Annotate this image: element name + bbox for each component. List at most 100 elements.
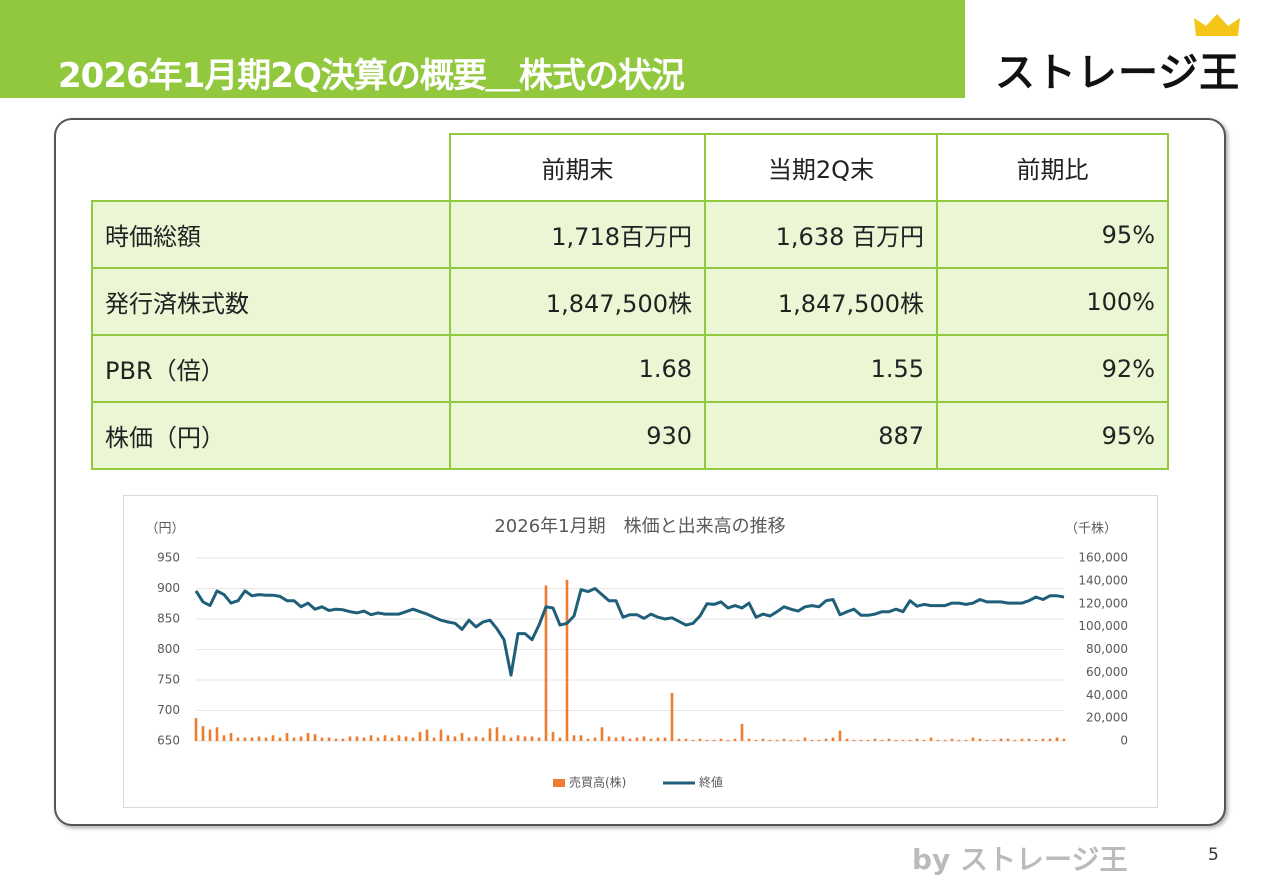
volume-bar — [348, 736, 352, 741]
volume-bar — [705, 739, 709, 741]
volume-bar — [796, 739, 800, 741]
volume-bar — [978, 738, 982, 741]
volume-bar — [446, 735, 450, 741]
volume-bar — [719, 738, 723, 741]
y2-tick-label: 80,000 — [1086, 642, 1128, 656]
volume-bar — [971, 737, 975, 741]
volume-bar — [376, 737, 380, 741]
volume-bar — [411, 737, 415, 741]
volume-bar — [208, 729, 212, 741]
volume-bar — [684, 738, 688, 741]
volume-bar — [460, 732, 464, 741]
volume-bar — [404, 736, 408, 741]
chart-frame — [123, 495, 1158, 808]
volume-bar — [299, 736, 303, 741]
cell: 95% — [936, 200, 1169, 269]
volume-bar — [425, 729, 429, 741]
volume-bar — [1013, 739, 1017, 741]
volume-bar — [1027, 738, 1031, 741]
volume-bar — [957, 739, 961, 741]
y2-tick-label: 40,000 — [1086, 688, 1128, 702]
y2-tick-label: 100,000 — [1078, 619, 1128, 633]
volume-bar — [712, 739, 716, 741]
volume-bar — [950, 738, 954, 741]
volume-bar — [313, 734, 317, 741]
volume-bar — [593, 737, 597, 741]
volume-bar — [859, 739, 863, 741]
row-label: PBR（倍） — [91, 334, 451, 403]
volume-bar — [369, 735, 373, 741]
volume-bar — [383, 735, 387, 741]
volume-bar — [761, 738, 765, 741]
chart-title: 2026年1月期 株価と出来高の推移 — [494, 516, 785, 537]
volume-bar — [775, 739, 779, 741]
volume-bar — [334, 738, 338, 741]
volume-bar — [999, 738, 1003, 741]
volume-bar — [817, 739, 821, 741]
volume-bar — [677, 738, 681, 741]
volume-bar — [502, 735, 506, 741]
y2-tick-label: 120,000 — [1078, 596, 1128, 610]
y-axis-label: （円） — [145, 522, 184, 537]
column-header: 前期末 — [449, 133, 706, 202]
volume-bar — [453, 736, 457, 741]
volume-bar — [551, 731, 555, 741]
volume-bar — [810, 739, 814, 741]
volume-bar — [922, 739, 926, 741]
volume-bar — [194, 718, 198, 741]
y-tick-label: 900 — [157, 581, 180, 595]
volume-bar — [894, 739, 898, 741]
volume-bar — [488, 728, 492, 741]
volume-bar — [1062, 738, 1066, 741]
volume-bar — [845, 738, 849, 741]
cell: 1.55 — [704, 334, 938, 403]
volume-bar — [523, 736, 527, 741]
volume-bar — [495, 727, 499, 741]
volume-bar — [530, 736, 534, 741]
volume-bar — [747, 738, 751, 741]
volume-bar — [320, 737, 324, 741]
volume-bar — [306, 732, 310, 741]
slide-title: 2026年1月期2Q決算の概要＿株式の状況 — [58, 56, 685, 96]
y-tick-label: 650 — [157, 734, 180, 748]
volume-bar — [1041, 738, 1045, 741]
legend-swatch — [553, 779, 565, 787]
y2-axis-label: （千株） — [1065, 522, 1117, 537]
volume-bar — [768, 739, 772, 741]
volume-bar — [873, 738, 877, 741]
volume-bar — [341, 738, 345, 741]
volume-bar — [866, 739, 870, 741]
volume-bar — [1048, 738, 1052, 741]
volume-bar — [432, 737, 436, 741]
volume-bar — [250, 737, 254, 741]
y-tick-label: 850 — [157, 612, 180, 626]
volume-bar — [614, 737, 618, 741]
volume-bar — [929, 737, 933, 741]
volume-bar — [782, 738, 786, 741]
volume-bar — [285, 732, 289, 741]
cell: 930 — [449, 401, 706, 470]
y-tick-label: 800 — [157, 642, 180, 656]
crown-icon — [1194, 14, 1240, 36]
volume-bar — [292, 737, 296, 741]
column-header: 当期2Q末 — [704, 133, 938, 202]
volume-bar — [733, 738, 737, 741]
volume-bar — [481, 737, 485, 741]
y2-tick-label: 160,000 — [1078, 551, 1128, 565]
volume-bar — [1055, 737, 1059, 741]
volume-bar — [222, 735, 226, 741]
volume-bar — [229, 732, 233, 741]
table-corner — [92, 134, 450, 201]
volume-bar — [670, 692, 674, 741]
volume-bar — [901, 739, 905, 741]
volume-bar — [1006, 738, 1010, 741]
volume-bar — [278, 737, 282, 741]
volume-bar — [726, 739, 730, 741]
column-header: 前期比 — [936, 133, 1169, 202]
volume-bar — [824, 738, 828, 741]
summary-table: 前期末 当期2Q末 前期比 時価総額 1,718百万円 1,638 百万円 95% 発… — [91, 133, 1169, 470]
volume-bar — [572, 735, 576, 741]
volume-bar — [831, 737, 835, 741]
legend-label: 売買高(株) — [569, 775, 626, 790]
page-number: 5 — [1208, 845, 1219, 865]
